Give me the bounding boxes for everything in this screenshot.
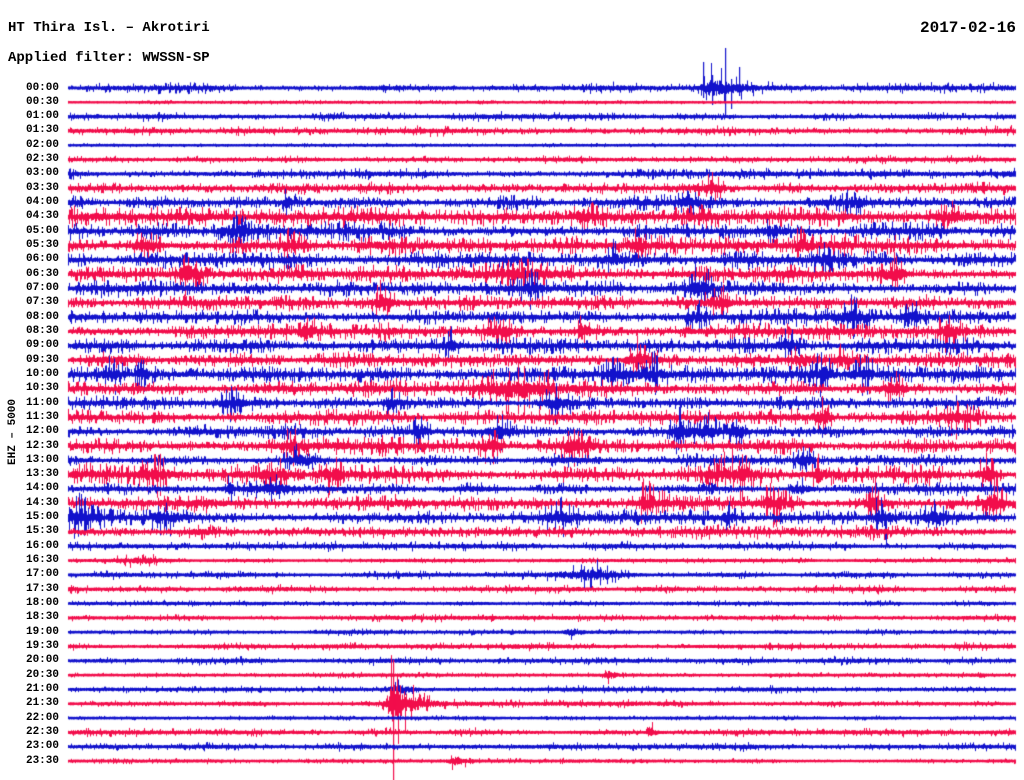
time-label: 20:30 [25,668,59,681]
time-label: 06:30 [25,267,59,280]
time-label: 04:30 [25,210,59,223]
time-label: 07:00 [25,281,59,294]
time-label: 21:00 [25,682,59,695]
station-title: HT Thira Isl. – Akrotiri [8,20,210,36]
time-label: 01:30 [25,124,59,137]
time-label: 23:00 [25,740,59,753]
time-label: 14:30 [25,496,59,509]
time-label: 10:00 [25,367,59,380]
time-label: 11:00 [25,396,59,409]
time-label: 15:30 [25,525,59,538]
time-label: 13:30 [25,468,59,481]
record-date: 2017-02-16 [919,19,1016,37]
time-label: 16:30 [25,554,59,567]
time-label: 10:30 [25,382,59,395]
time-label: 11:30 [25,410,59,423]
time-label: 18:30 [25,611,59,624]
time-label: 05:00 [25,224,59,237]
time-label: 16:00 [25,539,59,552]
time-label: 08:00 [25,310,59,323]
time-label: 18:00 [25,597,59,610]
time-label: 15:00 [25,511,59,524]
time-label: 22:00 [25,711,59,724]
time-label: 12:00 [25,425,59,438]
applied-filter-label: Applied filter: WWSSN-SP [8,50,210,66]
time-label: 05:30 [25,239,59,252]
time-label: 04:00 [25,196,59,209]
time-label: 03:30 [25,181,59,194]
time-label: 20:00 [25,654,59,667]
time-label: 17:30 [25,582,59,595]
time-label: 23:30 [25,754,59,767]
time-label: 02:30 [25,153,59,166]
time-label: 02:00 [25,138,59,151]
time-label: 08:30 [25,324,59,337]
time-label: 07:30 [25,296,59,309]
time-label: 19:00 [25,625,59,638]
time-label: 01:00 [25,110,59,123]
time-label: 21:30 [25,697,59,710]
time-label: 09:00 [25,339,59,352]
time-label: 12:30 [25,439,59,452]
time-label: 03:00 [25,167,59,180]
time-label: 00:00 [25,81,59,94]
time-label: 06:00 [25,253,59,266]
time-label: 09:30 [25,353,59,366]
time-label: 14:00 [25,482,59,495]
time-label: 17:00 [25,568,59,581]
time-label: 19:30 [25,639,59,652]
time-label: 00:30 [25,95,59,108]
time-label: 22:30 [25,725,59,738]
time-label: 13:00 [25,453,59,466]
